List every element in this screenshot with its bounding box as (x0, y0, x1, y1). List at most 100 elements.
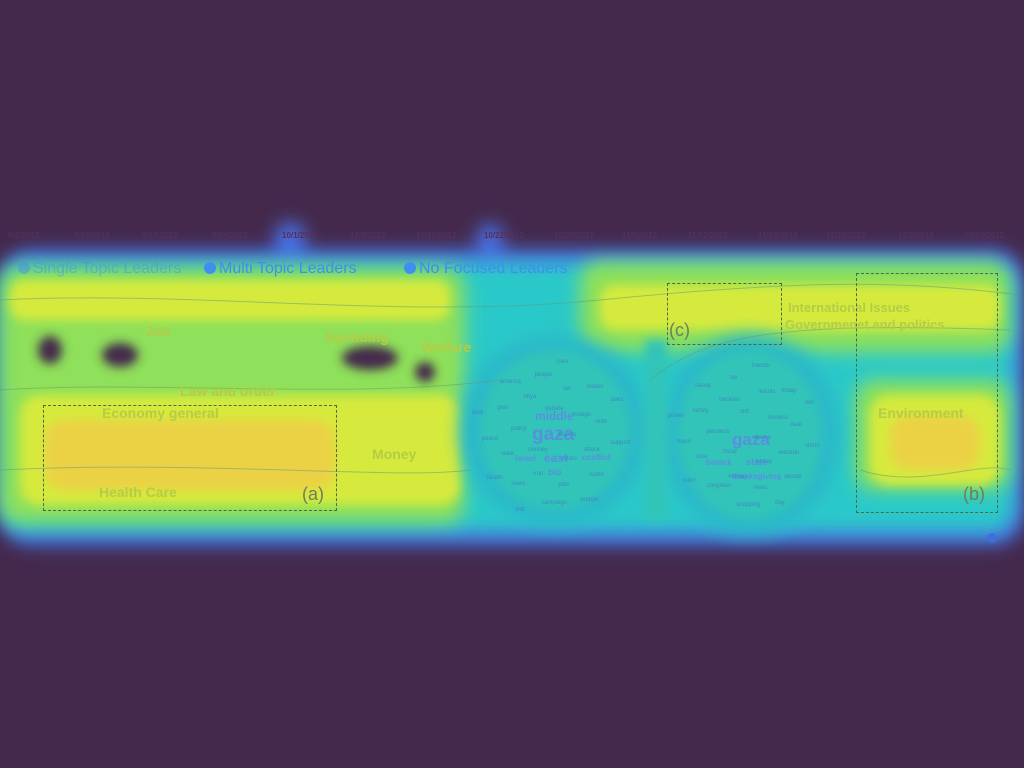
word-cloud-word: peace (481, 435, 498, 442)
word-cloud-word: world (589, 471, 604, 478)
word-cloud-word: health (486, 474, 504, 481)
date-tick: 11/19/2012 (758, 231, 798, 240)
word-cloud-word: relief (682, 477, 696, 484)
word-cloud-keyword: middle (535, 409, 574, 423)
word-cloud-word: news (753, 484, 768, 491)
topic-environment: Environment (878, 405, 964, 421)
word-cloud-keyword: barack (706, 458, 732, 467)
date-tick: 11/12/2012 (688, 231, 728, 240)
word-cloud-word: win (804, 400, 814, 407)
date-tick: 12/3/2012 (898, 231, 934, 240)
word-cloud-word: friends (751, 362, 770, 369)
date-tick: 10/29/2012 (554, 231, 595, 240)
word-cloud-word: election (778, 450, 800, 457)
word-cloud-word: fiscal (723, 449, 737, 456)
legend-dot-icon (404, 262, 416, 274)
legend-label: Single Topic Leaders (33, 260, 182, 277)
annotation-box-c (667, 283, 782, 345)
flow-lines (0, 283, 1021, 478)
date-tick: 9/24/2012 (212, 231, 248, 240)
word-cloud-word: voters (560, 456, 578, 463)
date-tick: 12/10/2012 (964, 231, 1005, 240)
outlier-dot (987, 533, 997, 543)
word-cloud-keyword: thanksgiving (732, 472, 782, 481)
date-tick: 11/5/2012 (622, 231, 658, 240)
word-cloud-word: tax (729, 375, 738, 382)
annotation-label-b: (b) (963, 484, 985, 504)
topic-welfare: Welfare (421, 339, 472, 355)
word-cloud-word: budget (580, 497, 599, 504)
word-cloud-word: congress (706, 483, 731, 490)
word-cloud-word: iran (533, 470, 544, 477)
word-cloud-word: day (775, 499, 785, 506)
date-tick: 10/8/2012 (350, 231, 386, 240)
word-cloud-word: power (667, 413, 685, 420)
word-cloud-keyword: state (746, 457, 768, 467)
word-cloud-word: family (692, 408, 709, 415)
date-tick: 10/15/2012 (416, 231, 457, 240)
word-cloud-word: senate (783, 474, 802, 481)
word-cloud-word: turkey (755, 458, 772, 465)
topic-government-politics: Governmenet and politics (785, 317, 945, 332)
topic-job: Job (145, 323, 170, 339)
topic-international-issues: International Issues (788, 300, 911, 315)
word-cloud-word: obama (752, 435, 771, 441)
annotation-label-c: (c) (669, 320, 690, 340)
word-cloud-core (480, 340, 822, 520)
word-cloud-word: attack (583, 447, 600, 454)
word-cloud-word: foreign (572, 411, 592, 418)
heat-holes (38, 336, 435, 382)
word-cloud-word: state (500, 450, 514, 457)
legend-label: Multi Topic Leaders (219, 260, 357, 277)
word-cloud-word: cliff (740, 408, 750, 415)
word-cloud-word: twinkies (719, 397, 741, 404)
word-cloud-keyword: gaza (532, 424, 575, 445)
legend-multi-topic: Multi Topic Leaders (204, 260, 357, 278)
annotation-box-b (856, 273, 998, 513)
word-cloud-word: tax (562, 386, 571, 393)
word-cloud-word: romney (527, 446, 548, 453)
topic-law-and-order: Law and order (180, 383, 276, 399)
word-cloud-word: news (511, 480, 526, 487)
word-cloud-keyword: israel (515, 454, 536, 463)
legend-label: No Focused Leaders (419, 260, 568, 277)
date-tick: 10/1/2012 (282, 231, 318, 240)
legend-no-focused: No Focused Leaders (404, 260, 568, 278)
word-cloud-word: campaign (541, 499, 568, 506)
word-cloud-word: petraeus (706, 429, 730, 436)
word-cloud-word: holiday (728, 473, 748, 480)
annotation-label-a: (a) (302, 484, 324, 504)
word-cloud-word: policy (511, 426, 527, 433)
word-cloud-word: people (534, 371, 553, 378)
word-cloud-word: care (557, 358, 569, 365)
word-cloud-keyword: conflict (582, 453, 611, 462)
word-cloud-word: deal (472, 410, 484, 417)
word-cloud-word: friday (781, 387, 797, 394)
date-tick: 11/26/2012 (826, 231, 866, 240)
word-cloud-word: libya (523, 393, 537, 400)
word-cloud-word: deal (790, 422, 802, 429)
word-cloud-word: shopping (736, 502, 761, 509)
legend-dot-icon (18, 262, 30, 274)
heat-orange-layer (45, 415, 980, 490)
topic-economy-general: Economy general (102, 405, 219, 421)
word-cloud-word: hostess (767, 415, 789, 422)
word-cloud-word: america (499, 379, 521, 386)
word-cloud-word: obama (557, 432, 576, 438)
legend-dot-icon (204, 262, 216, 274)
word-cloud-keyword: gaza (732, 430, 770, 449)
topic-money: Money (372, 446, 417, 462)
word-cloud-word: leader (586, 384, 604, 391)
word-cloud-word: black (677, 438, 692, 445)
word-cloud-word: debate (545, 405, 564, 412)
topic-spending: Spending (325, 329, 389, 345)
topic-health-care: Health Care (99, 484, 177, 500)
date-tick: 9/17/2012 (142, 231, 178, 240)
word-cloud-word: jobs (558, 482, 570, 489)
word-cloud-word: support (610, 440, 631, 447)
word-cloud-word: vote (595, 419, 608, 426)
word-cloud-word: sandy (694, 382, 711, 389)
word-cloud-word: plan (497, 405, 509, 412)
date-tick: 10/22/2012 (484, 231, 525, 240)
